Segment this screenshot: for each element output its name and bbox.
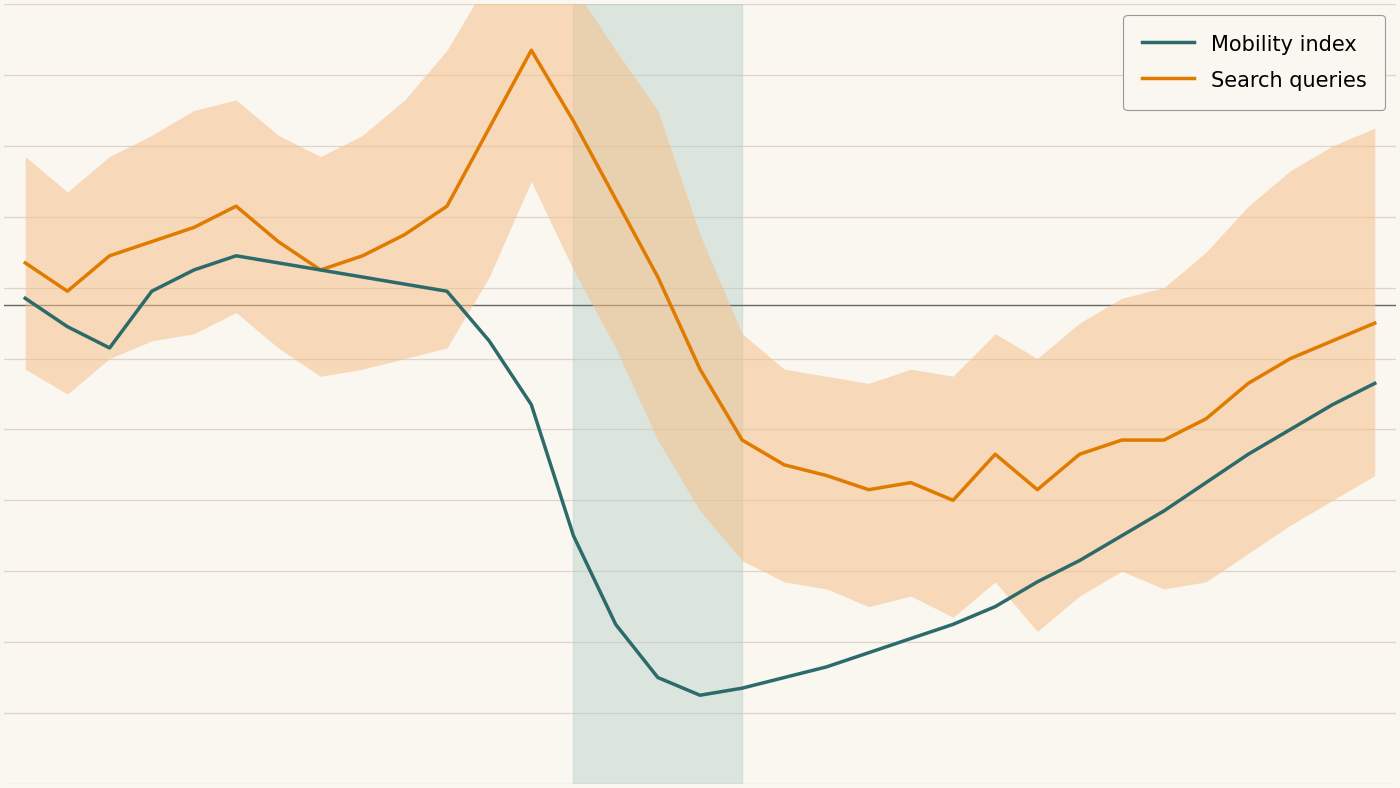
Bar [574, 4, 742, 784]
Legend: Mobility index, Search queries: Mobility index, Search queries [1123, 15, 1386, 110]
